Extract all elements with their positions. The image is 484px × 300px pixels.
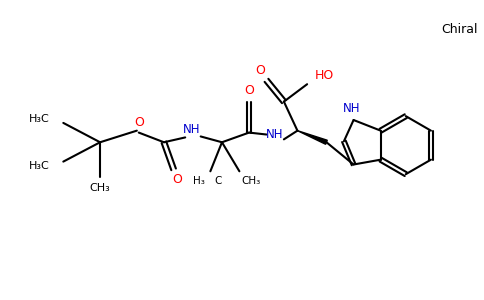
Text: Chiral: Chiral [441,22,478,36]
Text: O: O [134,116,144,129]
Text: O: O [244,83,254,97]
Text: NH: NH [183,123,201,136]
Text: CH₃: CH₃ [242,176,260,186]
Text: O: O [256,64,266,77]
Text: H₃: H₃ [193,176,205,186]
Text: H₃C: H₃C [29,161,50,171]
Text: NH: NH [265,128,283,141]
Text: H₃C: H₃C [29,114,50,124]
Polygon shape [298,131,327,144]
Text: NH: NH [343,102,361,115]
Text: O: O [172,172,182,185]
Text: C: C [214,176,222,186]
Text: HO: HO [315,69,334,82]
Text: CH₃: CH₃ [90,183,110,193]
